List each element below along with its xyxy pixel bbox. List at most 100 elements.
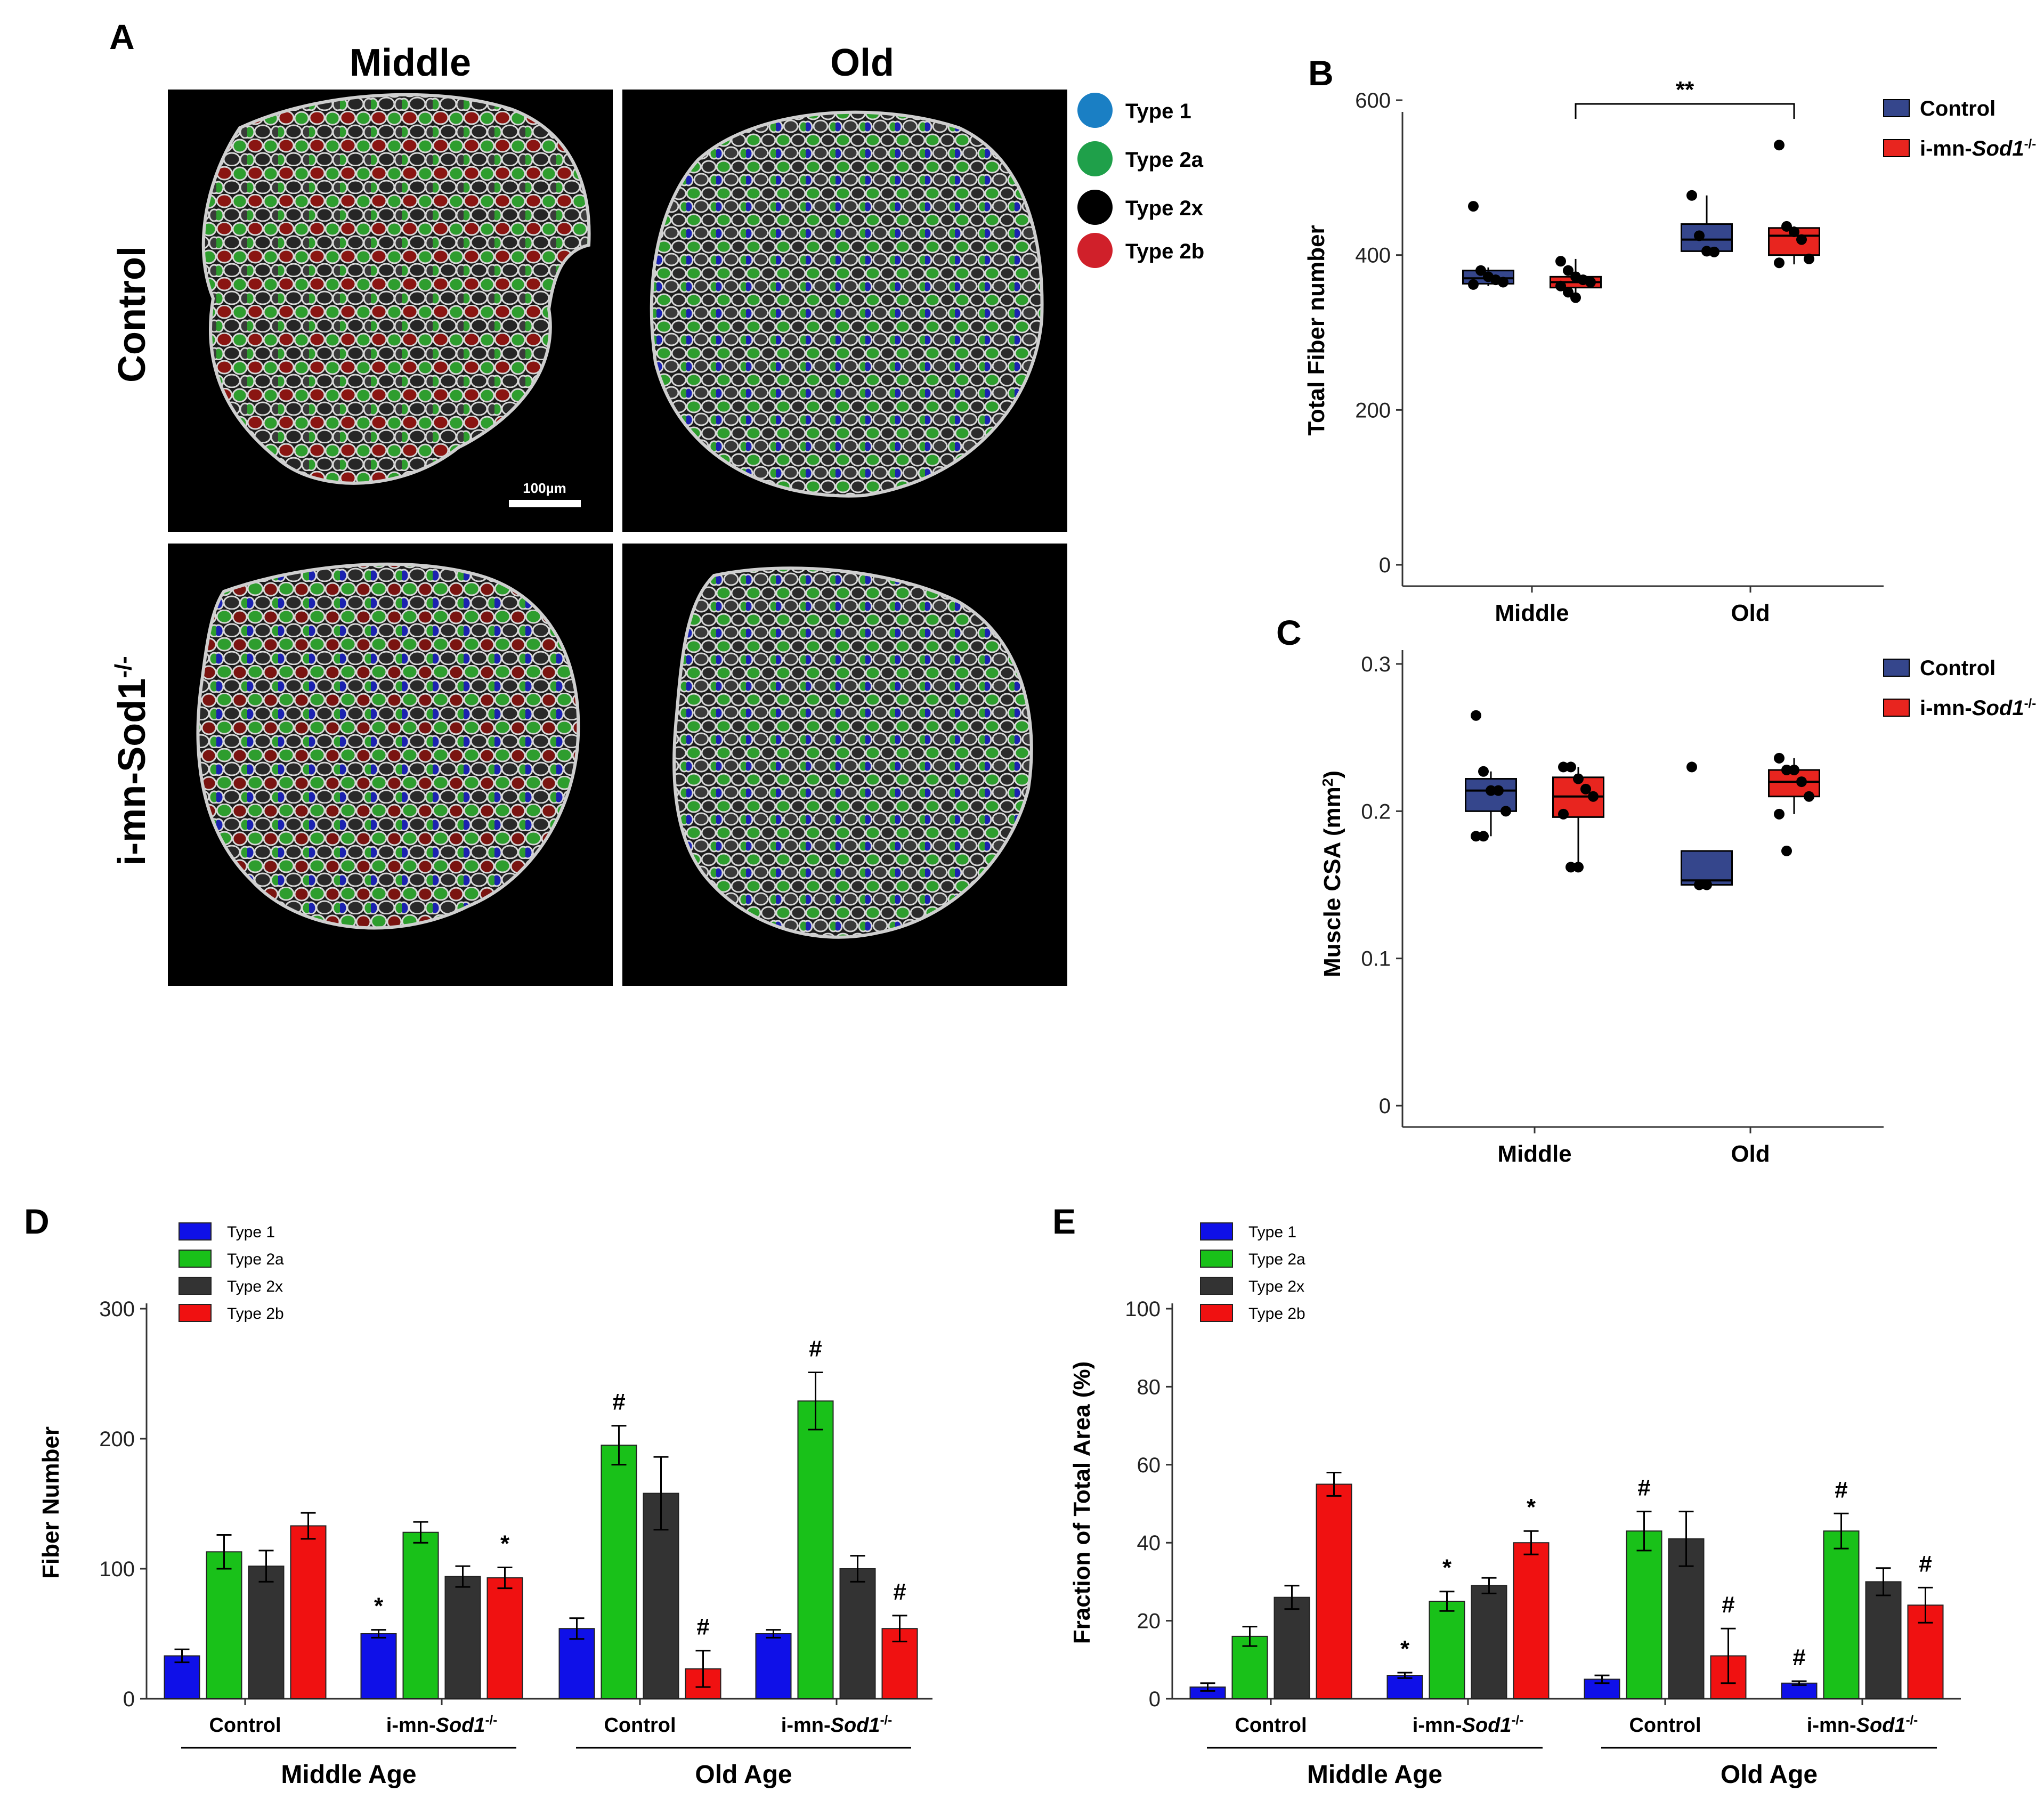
legend-label: Type 2b — [1248, 1305, 1305, 1323]
data-point — [1566, 862, 1576, 873]
legend-label: Type 2a — [227, 1251, 284, 1268]
x-category-label-italic: Sod1 — [1856, 1714, 1906, 1737]
group-label: Middle Age — [1307, 1761, 1442, 1789]
panel-a-legend: Type 1 Type 2a Type 2x Type 2b — [1077, 93, 1204, 268]
bar-type-2a — [1823, 1530, 1860, 1699]
legend-label: Type 2x — [227, 1278, 283, 1295]
data-point — [1498, 277, 1508, 288]
data-point — [1585, 277, 1596, 288]
data-point — [1500, 806, 1511, 817]
data-point — [1804, 791, 1814, 802]
error-bar — [1636, 1511, 1652, 1552]
x-category-label-main: Control — [209, 1714, 281, 1737]
data-point — [1686, 761, 1697, 773]
x-category-label: i-mn-Sod1-/- — [1413, 1713, 1523, 1737]
data-point — [1570, 292, 1581, 303]
data-point — [1478, 831, 1489, 842]
error-bar — [1876, 1567, 1891, 1596]
x-category-label: Control — [209, 1714, 281, 1737]
significance-label: ** — [1676, 77, 1694, 103]
group-label: Middle Age — [281, 1761, 416, 1789]
panel-a-letter: A — [109, 17, 135, 56]
bar-type-2a — [601, 1445, 637, 1699]
legend-swatch — [179, 1277, 212, 1295]
x-category-label: Control — [1235, 1714, 1307, 1737]
group-label: Old Age — [695, 1761, 792, 1789]
box-middle-i-mn-sod1 — [1550, 256, 1602, 303]
data-point — [1774, 808, 1785, 820]
column-header-old: Old — [830, 42, 894, 84]
error-bar — [1439, 1591, 1455, 1612]
legend-label-italic: Sod1 — [1972, 696, 2024, 720]
data-point — [1781, 845, 1792, 856]
error-bar — [1481, 1577, 1497, 1594]
data-point — [1796, 234, 1807, 245]
box-old-i-mn-sod1 — [1768, 752, 1820, 856]
x-category-label-sup: -/- — [880, 1713, 893, 1728]
data-point — [1563, 287, 1573, 298]
legend-label-type-1: Type 1 — [1125, 100, 1191, 123]
y-tick-label: 20 — [1137, 1610, 1161, 1633]
legend-swatch — [1883, 659, 1910, 677]
panel-c-letter: C — [1276, 613, 1302, 652]
data-point — [1580, 783, 1591, 794]
significance-mark: * — [500, 1531, 510, 1557]
error-bar — [1678, 1511, 1694, 1567]
data-point — [1475, 265, 1486, 276]
significance-mark: # — [1722, 1592, 1734, 1618]
error-bar — [301, 1512, 316, 1540]
panel-b-boxplot: B 0 200 400 600 Total Fiber number Middle Old Co… — [1303, 53, 2036, 626]
legend-label-italic: Sod1 — [1972, 137, 2024, 160]
panel-e-bar-chart: E 0 20 40 60 80 100 Fraction of Total Area (%) C… — [1052, 1202, 1961, 1789]
box-body — [1681, 850, 1733, 886]
legend-label-main: i-mn- — [1920, 696, 1972, 720]
legend-swatch — [1883, 139, 1910, 157]
y-tick-label: 100 — [1125, 1298, 1161, 1321]
legend-label-main: Control — [1920, 656, 1996, 680]
significance-mark: # — [1637, 1475, 1650, 1501]
bar-type-2x — [1274, 1596, 1310, 1699]
significance-mark: * — [1442, 1555, 1452, 1581]
y-tick-label: 300 — [99, 1298, 135, 1321]
y-tick-label: 200 — [1355, 399, 1391, 422]
legend-swatch — [1200, 1250, 1233, 1268]
y-tick-label: 0.2 — [1361, 800, 1391, 823]
box-old-control — [1681, 761, 1733, 890]
y-axis-title: Total Fiber number — [1303, 225, 1329, 435]
legend-label-sup: -/- — [2024, 137, 2037, 151]
legend-label: Type 1 — [227, 1223, 275, 1241]
x-category-label-sup: -/- — [1512, 1713, 1524, 1728]
legend-label: Control — [1920, 656, 1996, 680]
error-bar — [1721, 1627, 1736, 1684]
bar-type-2x — [1471, 1585, 1507, 1699]
significance-mark: * — [1400, 1636, 1410, 1662]
x-category-label-main: i-mn- — [386, 1714, 436, 1737]
column-header-middle: Middle — [350, 42, 471, 84]
x-category-label-main: i-mn- — [1807, 1714, 1856, 1737]
bar-type-2b — [1513, 1542, 1550, 1699]
y-tick-label: 0 — [1379, 1094, 1391, 1118]
bar-type-1 — [755, 1633, 792, 1699]
data-point — [1701, 879, 1712, 890]
x-category-label: Control — [604, 1714, 676, 1737]
bar-group-3: # # # — [1781, 1477, 1944, 1700]
row-header-superscript: -/- — [110, 656, 136, 678]
legend-label: i-mn-Sod1-/- — [1920, 696, 2036, 720]
row-header-i-mn-sod1-text: i-mn-Sod1 — [111, 678, 153, 866]
x-category-label-italic: Sod1 — [1462, 1714, 1512, 1737]
error-bar — [1326, 1471, 1342, 1497]
error-bar — [1594, 1674, 1610, 1684]
legend-label: Type 2b — [227, 1305, 284, 1323]
x-category-label-italic: Sod1 — [831, 1714, 880, 1737]
y-axis-title-end: ) — [1319, 771, 1345, 779]
legend-swatch — [1200, 1222, 1233, 1240]
bar-group-2: ## — [1584, 1475, 1747, 1699]
error-bar — [611, 1425, 627, 1466]
box-middle-i-mn-sod1 — [1552, 761, 1604, 873]
legend-swatch — [1883, 99, 1910, 117]
micrograph-old-i-mn-sod1 — [622, 544, 1067, 986]
data-point — [1558, 761, 1569, 773]
x-category-label-main: Control — [1629, 1714, 1701, 1737]
x-category-label: Middle — [1495, 600, 1569, 626]
